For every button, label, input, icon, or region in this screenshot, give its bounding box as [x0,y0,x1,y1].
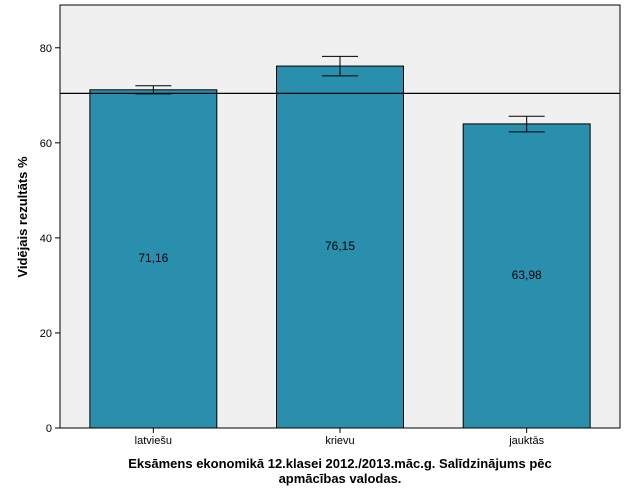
bar-2 [462,123,591,429]
x-axis-title-line-2: apmācības valodas. [278,471,402,486]
bar-0 [89,89,218,429]
data-label-1: 76,15 [325,239,355,253]
y-tick-label-1: 20 [40,328,52,340]
y-tick-label-4: 80 [40,43,52,55]
x-tick-label-0: latviešu [135,435,172,447]
x-axis-title-line-1: Eksāmens ekonomikā 12.klasei 2012./2013.… [128,456,552,471]
x-tick-label-2: jauktās [508,435,544,447]
error-bar-1 [322,55,358,77]
y-tick-label-2: 40 [40,233,52,245]
y-tick-label-0: 0 [46,423,52,435]
y-tick-label-3: 60 [40,138,52,150]
data-label-2: 63,98 [512,268,542,282]
data-label-0: 71,16 [138,251,168,265]
x-axis-title: Eksāmens ekonomikā 12.klasei 2012./2013.… [60,456,620,486]
x-tick-label-1: krievu [325,435,354,447]
y-axis-title: Vidējais rezultāts % [15,156,30,278]
error-bar-2 [508,115,545,133]
